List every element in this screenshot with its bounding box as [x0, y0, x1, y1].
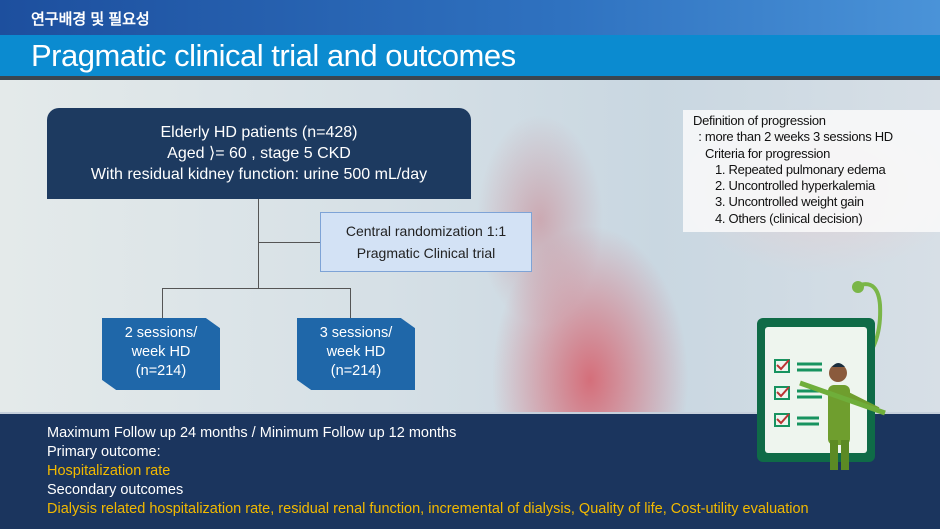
title-band	[0, 35, 940, 77]
connector	[258, 242, 320, 243]
header-bar	[0, 0, 940, 35]
checklist-illustration-icon	[757, 281, 886, 470]
arm-line: 2 sessions/	[124, 325, 198, 341]
arm-line: (n=214)	[135, 363, 187, 379]
criteria-item: 1. Repeated pulmonary edema	[715, 161, 886, 177]
followup-text: Maximum Follow up 24 months / Minimum Fo…	[47, 425, 457, 441]
arm-line: (n=214)	[330, 363, 382, 379]
population-line: With residual kidney function: urine 500…	[90, 166, 428, 183]
section-label: 연구배경 및 필요성	[31, 11, 150, 28]
primary-outcome: Hospitalization rate	[47, 463, 171, 479]
page-title: Pragmatic clinical trial and outcomes	[31, 38, 516, 73]
criteria-item: 2. Uncontrolled hyperkalemia	[715, 178, 875, 194]
connector	[350, 288, 351, 318]
divider	[0, 76, 940, 80]
arm-line: week HD	[326, 344, 386, 360]
population-line: Elderly HD patients (n=428)	[160, 124, 358, 141]
connector	[162, 288, 350, 289]
arm-3-sessions: 3 sessions/ week HD (n=214)	[297, 318, 415, 390]
population-line: Aged ⟩= 60 , stage 5 CKD	[167, 145, 351, 162]
randomization-line: Pragmatic Clinical trial	[356, 245, 496, 261]
secondary-label: Secondary outcomes	[47, 482, 184, 498]
randomization-box: Central randomization 1:1 Pragmatic Clin…	[320, 212, 532, 272]
criteria-item: 4. Others (clinical decision)	[715, 210, 863, 226]
randomization-line: Central randomization 1:1	[345, 223, 507, 239]
arm-2-sessions: 2 sessions/ week HD (n=214)	[102, 318, 220, 390]
connector	[162, 288, 163, 318]
arm-line: 3 sessions/	[319, 325, 393, 341]
arm-line: week HD	[131, 344, 191, 360]
definition-text: : more than 2 weeks 3 sessions HD	[695, 129, 893, 145]
definition-title: Definition of progression	[693, 113, 826, 128]
connector	[258, 199, 259, 288]
criteria-item: 3. Uncontrolled weight gain	[715, 194, 864, 210]
population-box: Elderly HD patients (n=428) Aged ⟩= 60 ,…	[47, 108, 471, 199]
criteria-title: Criteria for progression	[705, 145, 831, 161]
primary-label: Primary outcome:	[47, 444, 161, 460]
progression-definition: Definition of progression : more than 2 …	[683, 110, 940, 232]
secondary-outcomes: Dialysis related hospitalization rate, r…	[47, 501, 809, 517]
